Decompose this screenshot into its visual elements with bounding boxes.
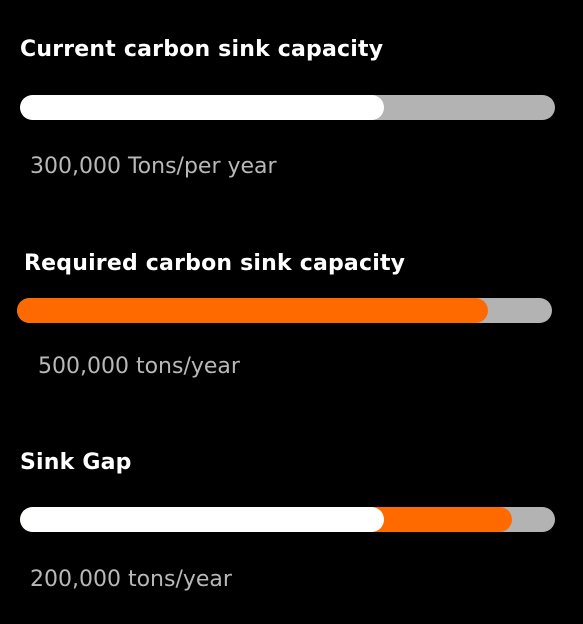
sink-gap-label: Sink Gap [20,450,132,475]
required-capacity-progress-fill [17,298,488,323]
current-capacity-label: Current carbon sink capacity [20,37,384,62]
current-capacity-value: 300,000 Tons/per year [30,154,277,179]
required-capacity-label: Required carbon sink capacity [24,251,406,276]
sink-gap-value: 200,000 tons/year [30,567,232,592]
required-capacity-progress-track [17,298,552,323]
current-capacity-progress-track [20,95,555,120]
sink-gap-base-fill [20,507,384,532]
required-capacity-value: 500,000 tons/year [38,354,240,379]
current-capacity-progress-fill [20,95,384,120]
sink-gap-progress-track [20,507,555,532]
